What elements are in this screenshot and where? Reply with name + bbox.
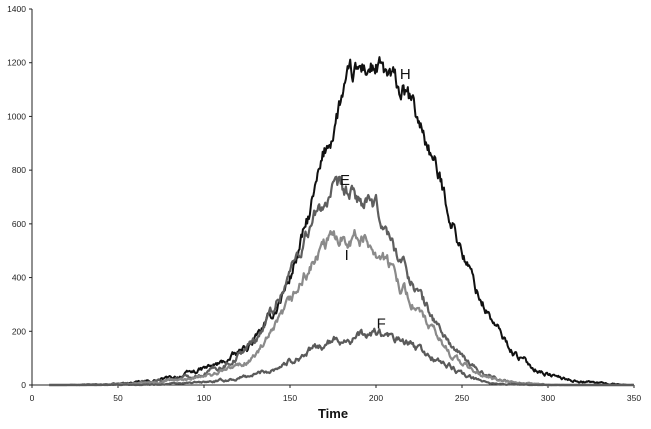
x-axis-title: Time: [318, 406, 348, 421]
series-label-h: H: [400, 66, 411, 83]
series-label-e: E: [340, 172, 350, 189]
y-tick-label: 400: [12, 273, 26, 283]
x-tick-label: 150: [283, 393, 297, 403]
y-tick-label: 600: [12, 219, 26, 229]
x-tick-label: 100: [197, 393, 211, 403]
series-line-h: [49, 56, 635, 386]
series-line-e: [48, 175, 635, 387]
y-tick-label: 800: [12, 165, 26, 175]
x-tick-label: 250: [455, 393, 469, 403]
y-tick-label: 1000: [7, 111, 26, 121]
y-tick-label: 1200: [7, 58, 26, 68]
series-line-i: [48, 228, 635, 387]
series-line-f: [48, 327, 635, 387]
x-tick-label: 50: [113, 393, 123, 403]
y-tick-label: 1400: [7, 4, 26, 14]
x-tick-label: 0: [30, 393, 35, 403]
series-label-f: F: [377, 316, 386, 333]
x-tick-label: 200: [369, 393, 383, 403]
x-tick-label: 300: [541, 393, 555, 403]
series-label-i: I: [345, 247, 349, 264]
y-tick-label: 200: [12, 326, 26, 336]
y-tick-label: 0: [21, 380, 26, 390]
x-tick-label: 350: [627, 393, 641, 403]
